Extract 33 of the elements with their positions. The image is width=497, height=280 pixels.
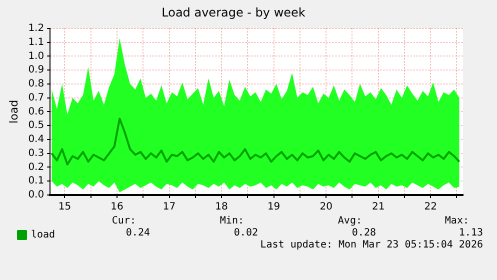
y-tick-label: 0.2 [28,162,44,173]
y-tick-label: 0.4 [28,134,44,146]
y-tick-label: 0.6 [28,106,44,118]
y-axis-title: load [7,100,20,124]
text: 0.02 [234,228,258,239]
y-tick-label: 0.9 [28,64,44,76]
text: Cur: [112,216,136,227]
y-tick-label: 0.3 [28,148,44,159]
text: 0.28 [352,228,376,239]
x-tick-label: 15 [58,202,72,213]
text: 1.13 [458,228,483,239]
text: 0.24 [126,228,150,239]
y-tick-label: 1.1 [28,36,44,48]
legend-label: load [31,230,56,241]
text: Last update: Mon Mar 23 05:15:04 2026 [260,240,483,251]
y-tick-label: 1.0 [28,50,44,62]
x-tick-label: 17 [162,202,176,213]
y-tick-label: 1.2 [28,22,44,34]
x-tick-label: 19 [267,202,280,213]
chart-title: Load average - by week [162,5,306,20]
x-tick-label: 16 [110,202,124,213]
text: Min: [220,216,244,227]
y-tick-label: 0.1 [28,176,44,187]
y-tick-label: 0.8 [28,78,44,90]
x-tick-label: 22 [424,202,437,213]
y-tick-label: 0.5 [28,120,44,132]
x-tick-label: 20 [320,202,332,213]
y-tick-label: 0.0 [28,190,44,201]
text: Max: [444,216,469,227]
text: Avg: [338,216,362,227]
x-tick-label: 18 [215,202,228,213]
x-tick-label: 21 [372,202,385,213]
y-tick-label: 0.7 [28,92,44,104]
